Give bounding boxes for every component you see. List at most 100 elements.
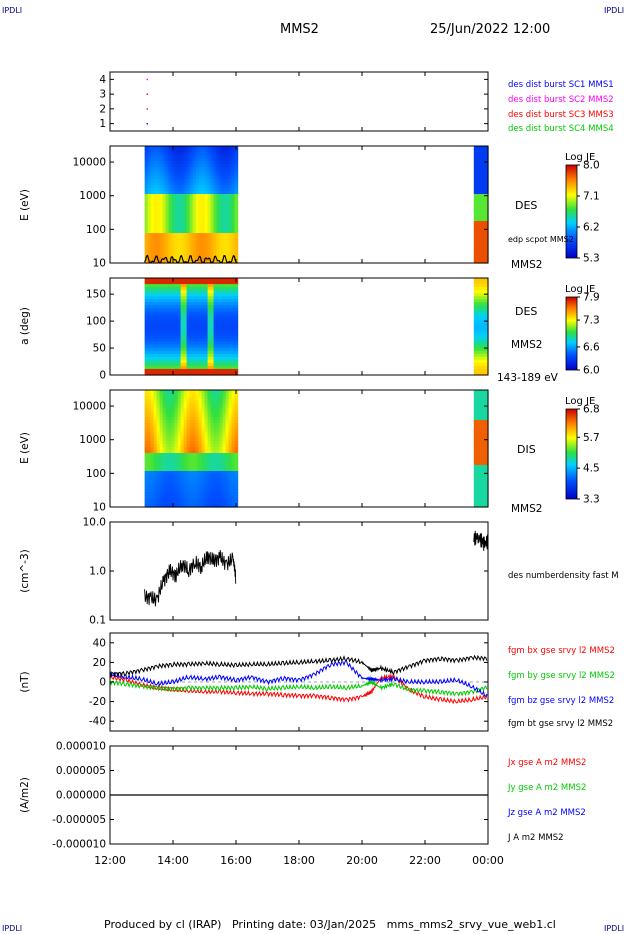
- dis-energy-cell: [192, 450, 197, 454]
- dis-energy-cell: [207, 492, 212, 496]
- des-pitch-cell: [198, 341, 203, 346]
- dis-energy-cell: [201, 402, 206, 406]
- dis-energy-cell: [210, 429, 215, 433]
- dis-energy-cell: [153, 465, 158, 469]
- des-pitch-cell: [177, 302, 182, 306]
- des-energy-cell: [162, 176, 167, 180]
- des-energy-cell: [153, 203, 158, 207]
- dis-energy-cell: [168, 471, 173, 475]
- des-pitch-cell: [228, 341, 233, 346]
- des-energy-cell: [482, 167, 486, 171]
- des-pitch-cell: [165, 371, 170, 376]
- des-energy-cell: [156, 179, 161, 183]
- dis-energy-cell: [210, 402, 215, 406]
- des-pitch-cell: [171, 311, 176, 315]
- des-energy-cell: [177, 179, 182, 183]
- des-energy-cell: [482, 236, 486, 240]
- des-pitch-cell: [485, 338, 489, 343]
- des-pitch-cell: [213, 296, 218, 300]
- des-energy-cell: [234, 227, 239, 231]
- des-energy-cell: [216, 146, 221, 150]
- des-energy-cell: [479, 155, 483, 159]
- des-energy-cell: [476, 218, 481, 222]
- des-pitch-cell: [231, 281, 236, 285]
- des-energy-cell: [150, 257, 155, 261]
- des-pitch-cell: [222, 332, 227, 337]
- des-energy-cell: [168, 191, 173, 195]
- des-pitch-cell: [144, 281, 149, 285]
- des-energy-cell: [153, 179, 158, 183]
- dis-energy-cell: [192, 456, 197, 460]
- des-energy-cell: [222, 194, 227, 198]
- des-energy-cell: [186, 185, 191, 189]
- dis-energy-cell: [234, 393, 239, 397]
- des-energy-cell: [213, 179, 218, 183]
- des-energy-cell: [482, 182, 486, 186]
- des-energy-cell: [198, 194, 203, 198]
- des-energy-cell: [201, 245, 206, 249]
- des-pitch-cell: [186, 308, 191, 312]
- des-energy-cell: [210, 257, 215, 261]
- des-pitch-cell: [165, 350, 170, 355]
- des-energy-cell: [479, 182, 483, 186]
- des-pitch-cell: [216, 284, 221, 288]
- des-energy-cell: [219, 191, 224, 195]
- dis-energy-cell: [162, 477, 167, 481]
- des-pitch-cell: [476, 335, 481, 340]
- dis-energy-cell: [147, 405, 152, 409]
- dis-energy-cell: [153, 408, 158, 412]
- des-pitch-cell: [213, 332, 218, 337]
- dis-energy-cell: [479, 435, 483, 439]
- des-energy-cell: [222, 170, 227, 174]
- dis-energy-cell: [177, 441, 182, 445]
- des-energy-cell: [183, 152, 188, 156]
- des-energy-cell: [192, 161, 197, 165]
- dis-energy-cell: [156, 450, 161, 454]
- dis-energy-cell: [192, 393, 197, 397]
- des-energy-cell: [195, 236, 200, 240]
- dis-energy-cell: [219, 390, 224, 394]
- dis-energy-cell: [174, 450, 179, 454]
- des-energy-cell: [222, 248, 227, 252]
- dis-energy-cell: [147, 426, 152, 430]
- des-energy-cell: [156, 188, 161, 192]
- des-energy-cell: [186, 179, 191, 183]
- des-energy-cell: [201, 203, 206, 207]
- des-energy-cell: [485, 155, 489, 159]
- des-energy-cell: [192, 251, 197, 255]
- des-pitch-cell: [177, 338, 182, 343]
- des-pitch-cell: [171, 305, 176, 309]
- des-pitch-cell: [219, 338, 224, 343]
- dis-energy-cell: [207, 411, 212, 415]
- des-pitch-cell: [180, 359, 185, 364]
- des-energy-cell: [177, 191, 182, 195]
- des-pitch-cell: [159, 362, 164, 367]
- des-energy-cell: [479, 248, 483, 252]
- des-energy-cell: [168, 182, 173, 186]
- dis-energy-cell: [210, 438, 215, 442]
- dis-energy-cell: [186, 453, 191, 457]
- dis-energy-cell: [485, 492, 489, 496]
- dis-energy-cell: [234, 438, 239, 442]
- des-energy-cell: [192, 209, 197, 213]
- des-pitch-cell: [156, 314, 161, 319]
- dis-energy-cell: [198, 489, 203, 493]
- dis-energy-cell: [180, 477, 185, 481]
- des-pitch-cell: [189, 278, 194, 282]
- dis-energy-cell: [479, 399, 483, 403]
- des-pitch-cell: [195, 326, 200, 331]
- des-pitch-cell: [476, 338, 481, 343]
- des-pitch-cell: [195, 293, 200, 297]
- dis-energy-cell: [144, 417, 149, 421]
- des-energy-cell: [186, 236, 191, 240]
- des-energy-cell: [195, 203, 200, 207]
- dis-energy-cell: [171, 462, 176, 466]
- dis-energy-cell: [482, 429, 486, 433]
- dis-energy-cell: [150, 456, 155, 460]
- des-energy-cell: [186, 215, 191, 219]
- des-pitch-cell: [213, 362, 218, 367]
- dis-energy-cell: [153, 492, 158, 496]
- des-energy-cell: [228, 257, 233, 261]
- des-pitch-cell: [150, 329, 155, 334]
- dis-energy-cell: [210, 450, 215, 454]
